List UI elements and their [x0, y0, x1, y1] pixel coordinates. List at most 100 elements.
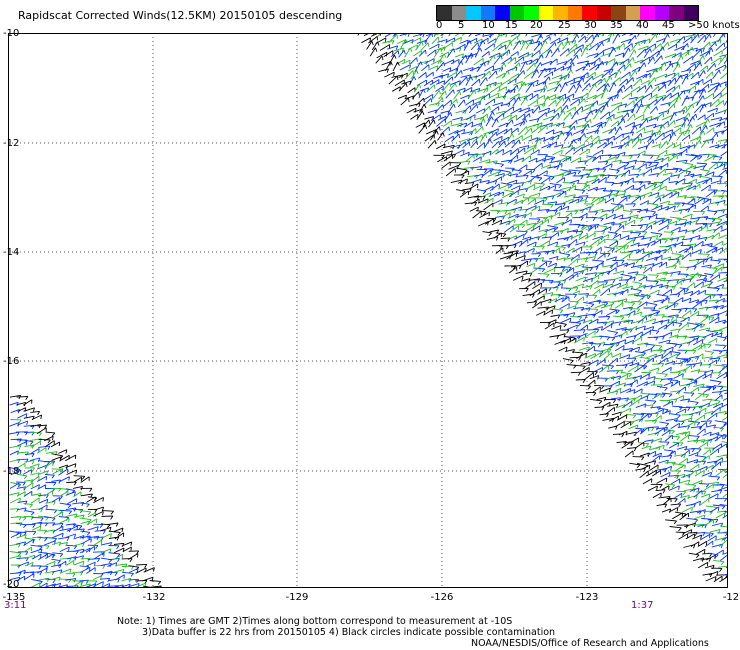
- wind-barb-flag: [637, 154, 641, 159]
- wind-map-plot: [8, 33, 728, 588]
- wind-barb-flag: [488, 232, 492, 237]
- wind-barb: [565, 49, 575, 57]
- wind-barb: [655, 38, 666, 43]
- wind-barb-flag: [563, 333, 566, 338]
- wind-barb-flag: [17, 543, 21, 548]
- wind-barb-flag: [633, 113, 636, 118]
- wind-barb: [17, 451, 29, 454]
- wind-barb-flag: [556, 165, 560, 170]
- wind-barb-flag: [708, 493, 711, 498]
- wind-barb-flag: [655, 353, 658, 359]
- wind-barb: [537, 208, 550, 211]
- wind-barb-flag: [563, 323, 567, 328]
- wind-barb-flag: [664, 373, 668, 378]
- wind-barb: [513, 182, 524, 185]
- wind-barb: [671, 84, 680, 93]
- wind-barb: [570, 233, 581, 240]
- wind-barb-flag: [108, 559, 113, 564]
- wind-barb: [474, 73, 486, 78]
- wind-barb-flag: [566, 37, 569, 42]
- wind-barb: [556, 76, 565, 85]
- wind-barb: [686, 380, 698, 386]
- wind-barb-flag: [416, 70, 419, 75]
- wind-barb: [544, 249, 555, 254]
- wind-barb: [381, 61, 392, 66]
- wind-barb-flag: [660, 452, 662, 458]
- wind-barb-flag: [673, 132, 677, 137]
- wind-barb-flag: [536, 69, 539, 74]
- wind-barb-flag: [661, 363, 665, 368]
- wind-barb: [706, 228, 716, 232]
- wind-barb: [554, 297, 564, 303]
- wind-barb-flag: [650, 92, 653, 98]
- wind-barb-flag: [531, 38, 535, 43]
- wind-barb-flag: [637, 437, 640, 442]
- wind-barb-flag: [593, 61, 596, 67]
- wind-barb: [470, 140, 478, 149]
- wind-barb: [44, 540, 56, 546]
- wind-barb: [688, 272, 699, 281]
- wind-barb: [434, 104, 444, 114]
- wind-barb: [497, 33, 508, 37]
- wind-barb-flag: [458, 47, 462, 52]
- wind-barb: [682, 213, 693, 219]
- wind-barb: [627, 271, 639, 274]
- wind-barb-flag: [413, 76, 417, 81]
- wind-barb: [437, 53, 445, 65]
- wind-barb-flag: [722, 284, 725, 289]
- wind-barb-flag: [615, 156, 618, 161]
- wind-barb: [630, 242, 640, 247]
- wind-barb-flag: [443, 53, 447, 58]
- wind-barb: [469, 206, 479, 212]
- wind-barb: [509, 225, 519, 233]
- wind-barb: [619, 78, 628, 86]
- wind-barb: [30, 410, 40, 413]
- wind-barb-flag: [515, 235, 518, 240]
- wind-barb-flag: [573, 294, 578, 298]
- wind-barb-flag: [508, 103, 511, 108]
- wind-barb: [622, 348, 633, 351]
- wind-barb: [653, 157, 664, 162]
- wind-barb: [492, 82, 502, 86]
- wind-barb: [667, 302, 679, 304]
- wind-barb: [711, 294, 723, 296]
- wind-barb: [661, 289, 672, 297]
- wind-barb: [609, 240, 618, 247]
- wind-barb-flag: [477, 42, 480, 47]
- wind-barb-flag: [626, 180, 630, 185]
- wind-barb: [509, 148, 519, 156]
- wind-barb: [643, 326, 654, 331]
- wind-barb-flag: [456, 67, 459, 72]
- wind-barb: [421, 64, 430, 72]
- wind-barb: [507, 235, 518, 240]
- wind-barb: [568, 169, 581, 172]
- wind-barb: [488, 92, 500, 99]
- wind-barb-flag: [422, 33, 425, 38]
- wind-barb-flag: [602, 283, 605, 288]
- wind-barb: [637, 33, 641, 37]
- wind-barb-flag: [616, 370, 620, 375]
- wind-barb-flag: [604, 226, 608, 230]
- colorbar-swatch: [466, 6, 481, 20]
- wind-barb: [9, 394, 21, 398]
- wind-barb: [87, 535, 99, 539]
- wind-barb: [611, 159, 622, 163]
- wind-barb: [431, 36, 439, 45]
- wind-barb-flag: [544, 81, 547, 86]
- wind-barb: [655, 73, 667, 79]
- wind-barb: [676, 218, 688, 221]
- wind-barb: [624, 121, 635, 128]
- wind-barb: [597, 253, 606, 260]
- wind-barb-flag: [621, 214, 624, 219]
- wind-barb: [639, 356, 650, 360]
- wind-barb: [715, 297, 725, 304]
- wind-barb-flag: [710, 373, 712, 379]
- wind-barb-flag: [442, 104, 444, 109]
- wind-barb: [723, 280, 728, 283]
- wind-barb: [559, 186, 571, 191]
- wind-barb: [692, 362, 703, 365]
- wind-barb: [700, 169, 710, 172]
- wind-barb-flag: [541, 54, 544, 59]
- wind-barb: [371, 41, 378, 51]
- wind-barb-flag: [458, 134, 460, 139]
